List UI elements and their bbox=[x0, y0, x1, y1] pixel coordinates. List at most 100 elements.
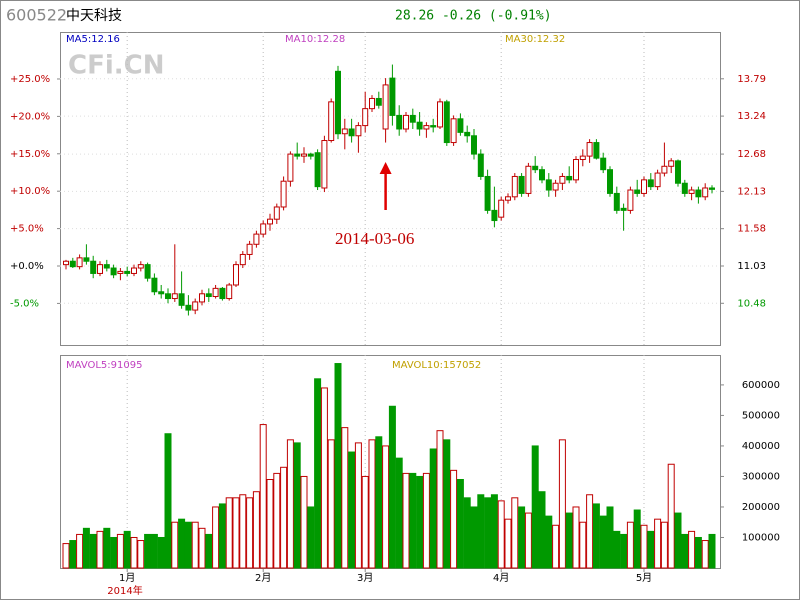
candle-body bbox=[511, 175, 518, 198]
volume-bar bbox=[123, 530, 131, 569]
y-tick-label: 12.13 bbox=[737, 186, 766, 197]
y-tick-label: 12.68 bbox=[737, 149, 766, 160]
arrow-head bbox=[379, 162, 392, 174]
volume-bar bbox=[552, 524, 560, 569]
candle-body bbox=[212, 287, 219, 298]
candle-body bbox=[355, 125, 362, 137]
x-tick-label: 2月 bbox=[255, 572, 271, 584]
volume-bar bbox=[613, 530, 621, 569]
volume-bar bbox=[191, 521, 199, 569]
volume-bar bbox=[157, 536, 165, 569]
candle-body bbox=[579, 155, 586, 161]
y2-tick-label: -5.0% bbox=[10, 298, 39, 309]
volume-bar bbox=[497, 500, 505, 569]
candle-body bbox=[185, 304, 192, 311]
volume-bar bbox=[456, 479, 464, 569]
volume-bar bbox=[538, 491, 546, 569]
x-tick-label: 5月 bbox=[636, 572, 652, 584]
candle-body bbox=[695, 189, 702, 198]
y2-tick-label: +10.0% bbox=[10, 186, 50, 197]
candle-body bbox=[600, 157, 607, 171]
volume-bar bbox=[626, 521, 634, 569]
candle-body bbox=[505, 196, 511, 201]
candle-body bbox=[532, 165, 539, 171]
volume-bar bbox=[422, 472, 430, 569]
candle-body bbox=[205, 293, 212, 298]
candle-body bbox=[613, 192, 620, 211]
candle-body bbox=[273, 206, 280, 220]
y2-tick-label: +25.0% bbox=[10, 74, 50, 85]
volume-bar bbox=[592, 503, 600, 569]
volume-bar bbox=[144, 533, 152, 569]
candle-body bbox=[90, 260, 97, 274]
volume-bar bbox=[688, 530, 696, 569]
volume-bar bbox=[402, 472, 410, 569]
candle-body bbox=[416, 121, 423, 130]
candle-body bbox=[545, 179, 552, 191]
candle-body bbox=[233, 264, 239, 286]
volume-bar bbox=[565, 512, 573, 569]
stock-name: 中天科技 bbox=[66, 8, 122, 24]
volume-bar bbox=[205, 533, 213, 569]
candle-body bbox=[654, 172, 661, 188]
candle-body bbox=[110, 267, 117, 276]
volume-bar bbox=[382, 445, 390, 569]
volume-bar bbox=[443, 439, 451, 569]
y-tick-label: 13.79 bbox=[737, 74, 766, 85]
volume-bar bbox=[286, 439, 294, 569]
y-tick-label: 600000 bbox=[742, 380, 780, 391]
candle-body bbox=[171, 293, 178, 300]
candle-body bbox=[239, 253, 246, 266]
volume-bar bbox=[82, 527, 90, 569]
volume-bar bbox=[395, 457, 403, 569]
volume-bar bbox=[246, 497, 254, 569]
y2-tick-label: +5.0% bbox=[10, 224, 44, 235]
candle-body bbox=[477, 153, 484, 177]
candle-body bbox=[491, 209, 498, 222]
volume-bar bbox=[320, 387, 328, 569]
candle-body bbox=[559, 175, 566, 184]
x-tick-label: 3月 bbox=[357, 572, 373, 584]
volume-bar bbox=[490, 494, 498, 569]
volume-bar bbox=[606, 506, 614, 569]
volume-bar bbox=[89, 533, 97, 569]
candle-body bbox=[396, 114, 403, 130]
volume-bar bbox=[511, 497, 519, 569]
y-tick-label: 200000 bbox=[742, 502, 780, 513]
volume-bar bbox=[409, 472, 417, 569]
volume-bar bbox=[232, 497, 240, 569]
volume-bar bbox=[341, 427, 349, 569]
candle-body bbox=[498, 199, 505, 218]
candle-body bbox=[117, 270, 124, 274]
candle-body bbox=[314, 152, 321, 188]
candle-body bbox=[341, 128, 348, 135]
volume-bar bbox=[76, 533, 84, 569]
volume-bar bbox=[259, 424, 267, 569]
quote: 28.26 -0.26 (-0.91%) bbox=[395, 9, 552, 24]
ma-label: MA30:12.32 bbox=[505, 34, 565, 45]
volume-bar bbox=[654, 518, 662, 569]
volume-bar bbox=[667, 463, 675, 569]
volume-bar bbox=[171, 521, 179, 569]
volume-bar bbox=[314, 378, 322, 569]
volume-bar bbox=[334, 363, 342, 569]
stock-code: 600522 bbox=[6, 6, 67, 25]
candle-body bbox=[321, 140, 328, 189]
y-tick-label: 11.03 bbox=[737, 261, 766, 272]
year-label: 2014年 bbox=[107, 584, 142, 597]
volume-bar bbox=[368, 439, 376, 569]
volume-bar bbox=[130, 536, 138, 569]
candle-body bbox=[63, 260, 69, 266]
candle-body bbox=[307, 153, 314, 157]
volume-bar bbox=[273, 472, 281, 569]
price-panel bbox=[60, 32, 721, 346]
candle-body bbox=[471, 135, 477, 155]
volume-bar bbox=[150, 533, 158, 569]
volume-bar bbox=[212, 506, 220, 569]
volume-bar bbox=[416, 475, 424, 569]
volume-bar bbox=[225, 497, 233, 569]
candle-body bbox=[362, 108, 369, 127]
candle-body bbox=[246, 243, 253, 255]
candle-body bbox=[192, 301, 199, 311]
y-tick-label: 300000 bbox=[742, 471, 780, 482]
